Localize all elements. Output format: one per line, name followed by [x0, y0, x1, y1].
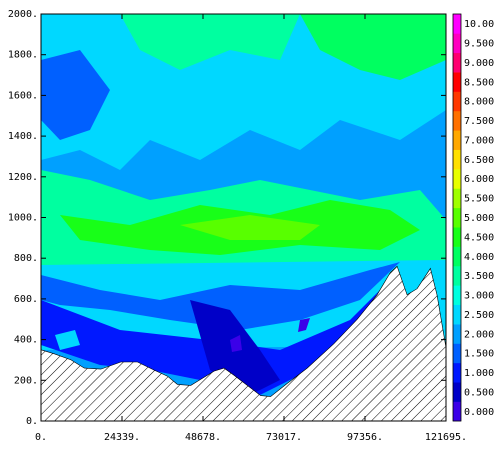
colorbar-swatch	[453, 91, 461, 112]
y-tick-label: 1600.	[8, 90, 38, 101]
y-tick-label: 0.	[26, 416, 38, 427]
colorbar-swatch	[453, 169, 461, 189]
colorbar-label: 9.500	[464, 39, 494, 50]
colorbar-label: 6.000	[464, 174, 494, 185]
colorbar-label: 1.500	[464, 349, 494, 360]
colorbar-label: 3.500	[464, 271, 494, 282]
colorbar-label: 5.000	[464, 213, 494, 224]
colorbar-label: 5.500	[464, 194, 494, 205]
terrain-hatch	[40, 265, 447, 422]
colorbar-label: 8.000	[464, 97, 494, 108]
colorbar-label: 4.500	[464, 232, 494, 243]
y-axis: 0. 200. 400. 600. 800. 1000. 1200. 1400. 1600. 18…	[8, 9, 446, 427]
x-tick-label: 0.	[35, 432, 47, 443]
colorbar-label: 10.00	[464, 19, 494, 30]
x-tick-label: 97356.	[347, 432, 383, 443]
colorbar-swatch	[453, 382, 461, 402]
y-tick-label: 800.	[14, 253, 38, 264]
y-tick-label: 1800.	[8, 50, 38, 61]
colorbar-frame	[452, 13, 462, 422]
colorbar-label: 3.000	[464, 291, 494, 302]
colorbar-label: 8.500	[464, 77, 494, 88]
colorbar-label: 1.000	[464, 368, 494, 379]
colorbar-swatch	[453, 207, 461, 228]
y-tick-label: 1000.	[8, 213, 38, 224]
colorbar-swatch	[453, 14, 461, 34]
y-tick-label: 400.	[14, 335, 38, 346]
colorbar-label: 9.000	[464, 58, 494, 69]
colorbar-swatch	[453, 324, 461, 344]
colorbar-swatch	[453, 401, 461, 422]
colorbar-label: 7.500	[464, 116, 494, 127]
colorbar-swatch	[453, 227, 461, 247]
colorbar-swatch	[453, 304, 461, 325]
y-tick-label: 1200.	[8, 172, 38, 183]
colorbar-swatch	[453, 285, 461, 306]
colorbar-label: 6.500	[464, 155, 494, 166]
colorbar-swatch	[453, 52, 461, 73]
x-tick-label: 24339.	[104, 432, 140, 443]
colorbar-swatch	[453, 72, 461, 92]
contour-field	[41, 14, 446, 421]
x-tick-label: 48678.	[185, 432, 221, 443]
colorbar-swatch	[453, 33, 461, 54]
y-tick-label: 2000.	[8, 9, 38, 20]
colorbar-label: 7.000	[464, 135, 494, 146]
y-tick-label: 600.	[14, 294, 38, 305]
colorbar-label: 0.500	[464, 387, 494, 398]
x-axis: 0. 24339. 48678. 73017. 97356. 121695.	[35, 14, 467, 443]
x-tick-label: 73017.	[266, 432, 302, 443]
colorbar-swatch	[453, 246, 461, 267]
y-tick-label: 1400.	[8, 131, 38, 142]
x-tick-label: 121695.	[425, 432, 467, 443]
colorbar-swatch	[453, 265, 461, 286]
colorbar-label: 4.000	[464, 252, 494, 263]
colorbar: 0.000 0.500 1.000 1.500 2.000 2.500 3.000 3.500…	[452, 13, 494, 422]
colorbar-label: 2.000	[464, 329, 494, 340]
colorbar-swatch	[453, 130, 461, 150]
colorbar-swatch	[453, 188, 461, 209]
colorbar-label: 2.500	[464, 310, 494, 321]
colorbar-label: 0.000	[464, 407, 494, 418]
colorbar-swatch	[453, 343, 461, 364]
colorbar-swatch	[453, 362, 461, 383]
colorbar-swatch	[453, 110, 461, 131]
y-tick-label: 200.	[14, 375, 38, 386]
colorbar-swatch	[453, 149, 461, 170]
